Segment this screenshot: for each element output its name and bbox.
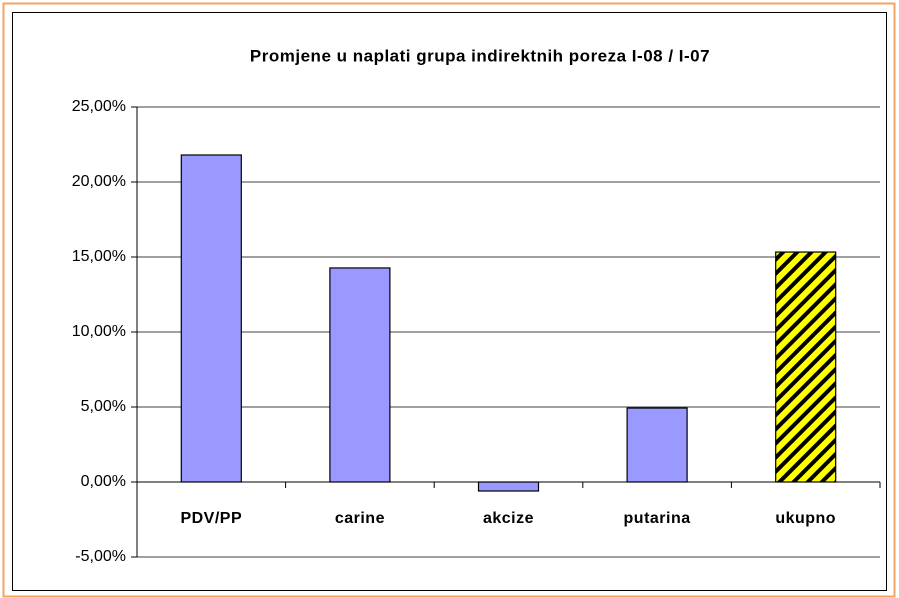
x-tick-label: akcize [483, 510, 534, 527]
bar [775, 251, 837, 483]
bar [626, 407, 688, 483]
y-tick-label: 10,00% [72, 323, 126, 340]
bar [180, 154, 242, 483]
y-tick-label: 0,00% [81, 473, 126, 490]
x-tick-label: PDV/PP [180, 510, 242, 527]
y-tick-label: 5,00% [81, 398, 126, 415]
x-tick-label: carine [335, 510, 385, 527]
x-tick-label: putarina [624, 510, 691, 527]
y-tick-label: 25,00% [72, 98, 126, 115]
y-tick-label: -5,00% [75, 548, 126, 565]
chart-frame [12, 12, 887, 591]
y-tick-label: 15,00% [72, 248, 126, 265]
bar [477, 481, 540, 492]
x-tick-label: ukupno [775, 510, 836, 527]
y-tick-label: 20,00% [72, 173, 126, 190]
bar [329, 267, 391, 483]
chart-title: Promjene u naplati grupa indirektnih por… [250, 46, 710, 65]
